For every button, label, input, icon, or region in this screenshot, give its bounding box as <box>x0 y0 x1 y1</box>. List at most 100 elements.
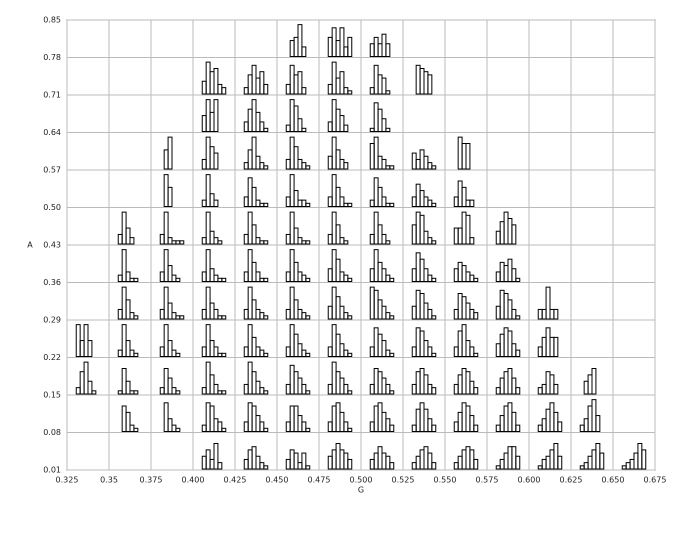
histogram-bin <box>499 458 505 470</box>
histogram-bin <box>259 349 265 357</box>
histogram-bin <box>583 462 589 470</box>
histogram-bin <box>251 371 257 395</box>
histogram-bin <box>385 274 391 282</box>
histogram-bin <box>369 421 375 432</box>
histogram-bin <box>125 227 131 245</box>
histogram-bin <box>305 427 311 432</box>
histogram-bin <box>327 196 333 207</box>
histogram-bin <box>549 374 555 395</box>
histogram-bin <box>117 349 123 357</box>
histogram-bin <box>217 315 223 320</box>
histogram-bin <box>251 299 257 320</box>
histogram-bin <box>369 127 375 132</box>
histogram-bin <box>251 405 257 432</box>
x-tick-label: 0.475 <box>308 476 331 485</box>
histogram-bin <box>87 340 93 357</box>
histogram-bin <box>263 352 269 357</box>
histogram-bin <box>297 462 303 470</box>
histogram-bin <box>285 233 291 245</box>
histogram-bin <box>263 240 269 245</box>
histogram-bin <box>385 202 391 207</box>
histogram-bin <box>423 302 429 320</box>
histogram-bin <box>415 64 421 95</box>
histogram-bin <box>159 271 165 282</box>
histogram-bin <box>503 405 509 432</box>
histogram-bin <box>423 155 429 170</box>
histogram-bin <box>201 455 207 470</box>
histogram-bin <box>553 411 559 432</box>
histogram-bin <box>369 286 375 320</box>
histogram-bin <box>243 233 249 245</box>
histogram-bin <box>423 408 429 432</box>
y-tick-label: 0.22 <box>43 353 61 362</box>
histogram-bin <box>205 449 211 470</box>
x-tick-label: 0.450 <box>266 476 289 485</box>
histogram-bin <box>369 383 375 395</box>
histogram-bin <box>121 368 127 395</box>
histogram-bin <box>369 268 375 282</box>
histogram-bin <box>263 127 269 132</box>
histogram-bin <box>629 458 635 470</box>
histogram-bin <box>537 308 543 320</box>
histogram-bin <box>389 352 395 357</box>
histogram-bin <box>259 421 265 432</box>
histogram-bin <box>415 371 421 395</box>
histogram-bin <box>469 449 475 470</box>
histogram-bin <box>289 449 295 470</box>
x-tick-label: 0.550 <box>434 476 457 485</box>
histogram-bin <box>201 80 207 95</box>
histogram-bin <box>465 143 471 170</box>
histogram-bin <box>255 415 261 432</box>
histogram-bin <box>419 258 425 282</box>
x-tick-label: 0.525 <box>392 476 415 485</box>
histogram-bin <box>129 424 135 432</box>
histogram-bin <box>431 202 437 207</box>
histogram-bin <box>377 74 383 95</box>
histogram-bin <box>515 349 521 357</box>
histogram-bin <box>175 240 181 245</box>
histogram-bin <box>201 387 207 395</box>
histogram-bin <box>373 289 379 320</box>
histogram-bin <box>377 224 383 245</box>
histogram-bin <box>503 211 509 245</box>
histogram-bin <box>369 199 375 207</box>
x-tick-label: 0.625 <box>560 476 583 485</box>
histogram-bin <box>385 90 391 95</box>
histogram-bin <box>175 315 181 320</box>
histogram-bin <box>209 458 215 470</box>
histogram-bin <box>347 202 353 207</box>
histogram-bin <box>305 277 311 282</box>
histogram-bin <box>129 277 135 282</box>
histogram-bin <box>167 186 173 207</box>
histogram-bin <box>243 271 249 282</box>
histogram-bin <box>133 427 139 432</box>
histogram-bin <box>251 99 257 132</box>
x-axis-label: G <box>358 486 364 495</box>
histogram-bin <box>339 377 345 395</box>
histogram-bin <box>625 462 631 470</box>
histogram-bin <box>301 46 307 57</box>
histogram-bin <box>247 286 253 320</box>
histogram-bin <box>549 308 555 320</box>
histogram-bin <box>389 315 395 320</box>
histogram-bin <box>331 405 337 432</box>
histogram-bin <box>175 427 181 432</box>
histogram-bin <box>373 136 379 170</box>
x-tick-label: 0.500 <box>350 476 373 485</box>
histogram-bin <box>511 268 517 282</box>
histogram-bin <box>125 411 131 432</box>
histogram-bin <box>339 449 345 470</box>
histogram-bin <box>515 424 521 432</box>
histogram-bin <box>415 252 421 282</box>
histogram-bin <box>385 127 391 132</box>
histogram-bin <box>499 289 505 320</box>
histogram-bin <box>259 462 265 470</box>
histogram-bin <box>473 352 479 357</box>
histogram-bin <box>263 165 269 170</box>
histogram-bin <box>495 271 501 282</box>
histogram-bin <box>163 249 169 282</box>
histogram-bin <box>461 324 467 357</box>
histogram-bin <box>327 155 333 170</box>
histogram-bin <box>87 380 93 395</box>
histogram-bin <box>495 424 501 432</box>
